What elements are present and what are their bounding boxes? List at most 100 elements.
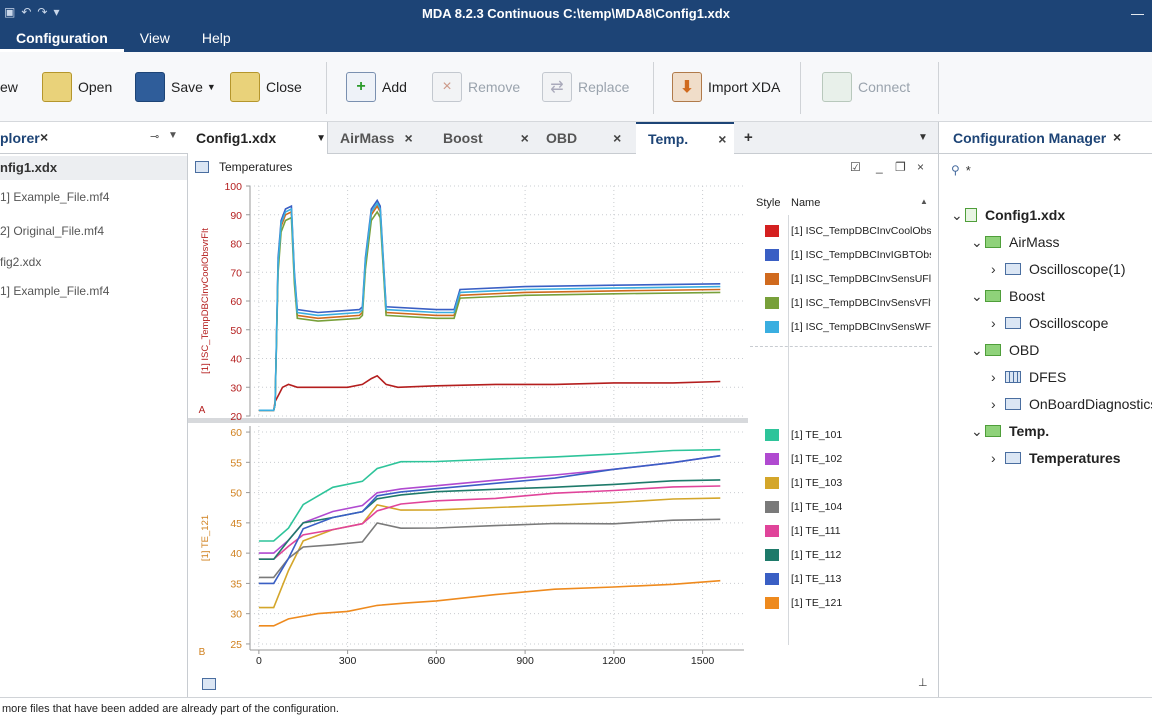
- tree-node[interactable]: ⌄ Config1.xdx: [951, 204, 1065, 226]
- close-icon[interactable]: ×: [404, 130, 413, 146]
- legend-color-swatch[interactable]: [764, 428, 780, 442]
- legend-row[interactable]: [1] TE_111: [750, 521, 932, 541]
- series-line[interactable]: [258, 454, 721, 585]
- chevron-right-icon[interactable]: ›: [991, 261, 996, 277]
- legend-row[interactable]: [1] TE_103: [750, 473, 932, 493]
- style-column-header[interactable]: Style: [756, 197, 781, 209]
- configuration-manager-tab[interactable]: Configuration Manager ×: [939, 122, 1152, 154]
- tree-node[interactable]: ⌄ Temp.: [971, 420, 1049, 442]
- legend-color-swatch[interactable]: [764, 476, 780, 490]
- explorer-item[interactable]: 1] Example_File.mf4: [0, 284, 110, 298]
- add-button[interactable]: + Add: [346, 70, 407, 104]
- tree-node[interactable]: ⌄ OBD: [971, 339, 1039, 361]
- legend-row[interactable]: [1] ISC_TempDBCInvSensUFlt: [750, 269, 932, 289]
- chevron-down-icon[interactable]: ⌄: [971, 422, 983, 439]
- series-line[interactable]: [258, 204, 721, 412]
- series-line[interactable]: [258, 374, 721, 412]
- close-config-button[interactable]: Close: [230, 70, 302, 104]
- series-line[interactable]: [258, 497, 721, 609]
- tree-node[interactable]: ⌄ AirMass: [971, 231, 1060, 253]
- tab-obd[interactable]: OBD ×: [546, 122, 621, 154]
- chevron-down-icon[interactable]: ⌄: [971, 233, 983, 250]
- close-icon[interactable]: ×: [613, 130, 622, 146]
- series-line[interactable]: [258, 479, 721, 561]
- pin-icon[interactable]: ⊥: [918, 677, 928, 689]
- close-icon[interactable]: ×: [40, 129, 49, 145]
- chevron-down-icon[interactable]: ⌄: [971, 287, 983, 304]
- tab-airmass[interactable]: AirMass ×: [340, 122, 413, 154]
- temperature-chart[interactable]: 20 30 40 50 60 70 80 90 100 [1] ISC_TempDBCInvCoo…: [188, 180, 748, 670]
- minimize-icon[interactable]: —: [1131, 6, 1144, 21]
- undo-icon[interactable]: ↶: [21, 5, 32, 19]
- close-icon[interactable]: ×: [917, 160, 925, 174]
- explorer-item[interactable]: nfig1.xdx: [0, 156, 187, 180]
- chevron-down-icon[interactable]: ▼: [316, 132, 327, 144]
- series-line[interactable]: [258, 454, 721, 554]
- tree-node[interactable]: › Temperatures: [991, 447, 1121, 469]
- remove-button[interactable]: × Remove: [432, 70, 520, 104]
- chevron-down-icon[interactable]: ⌄: [951, 206, 963, 223]
- tab-temp[interactable]: Temp. ×: [636, 122, 734, 154]
- minimize-icon[interactable]: _: [876, 160, 883, 174]
- close-icon[interactable]: ×: [1113, 129, 1122, 145]
- legend-color-swatch[interactable]: [764, 272, 780, 286]
- open-button[interactable]: Open: [42, 70, 112, 104]
- menu-configuration[interactable]: Configuration: [0, 27, 124, 52]
- legend-color-swatch[interactable]: [764, 572, 780, 586]
- menu-help[interactable]: Help: [201, 30, 231, 46]
- tab-boost[interactable]: Boost ×: [443, 122, 529, 154]
- legend-row[interactable]: [1] TE_104: [750, 497, 932, 517]
- legend-color-swatch[interactable]: [764, 500, 780, 514]
- series-line[interactable]: [258, 198, 721, 412]
- tree-node[interactable]: ⌄ Boost: [971, 285, 1045, 307]
- explorer-item[interactable]: fig2.xdx: [0, 255, 42, 269]
- connect-button[interactable]: Connect: [822, 70, 910, 104]
- close-icon[interactable]: ×: [520, 130, 529, 146]
- menu-view[interactable]: View: [139, 30, 170, 46]
- legend-color-swatch[interactable]: [764, 452, 780, 466]
- import-xda-button[interactable]: ⬇ Import XDA: [672, 70, 780, 104]
- chevron-right-icon[interactable]: ›: [991, 315, 996, 331]
- legend-row[interactable]: [1] ISC_TempDBCInvSensVFlt: [750, 293, 932, 313]
- add-tab-icon[interactable]: +: [744, 129, 753, 146]
- redo-icon[interactable]: ↷: [37, 5, 48, 19]
- plot-separator[interactable]: [188, 418, 748, 423]
- legend-row[interactable]: [1] TE_113: [750, 569, 932, 589]
- legend-row[interactable]: [1] TE_101: [750, 425, 932, 445]
- chevron-right-icon[interactable]: ›: [991, 369, 996, 385]
- series-line[interactable]: [258, 201, 721, 412]
- legend-color-swatch[interactable]: [764, 296, 780, 310]
- legend-row[interactable]: [1] TE_102: [750, 449, 932, 469]
- tree-node[interactable]: › Oscilloscope(1): [991, 258, 1125, 280]
- legend-color-swatch[interactable]: [764, 524, 780, 538]
- tree-node[interactable]: › OnBoardDiagnostics: [991, 393, 1152, 415]
- legend-color-swatch[interactable]: [764, 548, 780, 562]
- chevron-down-icon[interactable]: ▼: [918, 132, 928, 143]
- chevron-right-icon[interactable]: ›: [991, 396, 996, 412]
- explorer-tab[interactable]: plorer × ⊸ ▼: [0, 122, 188, 154]
- legend-row[interactable]: [1] ISC_TempDBCInvSensWFlt: [750, 317, 932, 337]
- series-line[interactable]: [258, 579, 721, 627]
- chevron-down-icon[interactable]: ▼: [168, 130, 178, 141]
- save-button[interactable]: Save ▼: [135, 70, 216, 104]
- tree-node[interactable]: › Oscilloscope: [991, 312, 1108, 334]
- legend-row[interactable]: [1] TE_121: [750, 593, 932, 613]
- series-line[interactable]: [258, 448, 721, 542]
- chevron-down-icon[interactable]: ▼: [206, 82, 216, 92]
- close-icon[interactable]: ×: [718, 131, 727, 147]
- legend-row[interactable]: [1] ISC_TempDBCInvCoolObsvrFlt: [750, 221, 932, 241]
- legend-color-swatch[interactable]: [764, 596, 780, 610]
- tree-search[interactable]: ⚲ *: [939, 158, 1152, 182]
- chevron-right-icon[interactable]: ›: [991, 450, 996, 466]
- search-input[interactable]: *: [965, 162, 971, 178]
- new-button[interactable]: ew: [0, 70, 18, 104]
- checklist-icon[interactable]: ☑: [850, 160, 861, 174]
- tab-config1[interactable]: Config1.xdx ▼: [188, 122, 328, 154]
- chevron-down-icon[interactable]: ⌄: [971, 341, 983, 358]
- legend-row[interactable]: [1] ISC_TempDBCInvIGBTObsvrFlt: [750, 245, 932, 265]
- legend-color-swatch[interactable]: [764, 320, 780, 334]
- legend-row[interactable]: [1] TE_112: [750, 545, 932, 565]
- tree-node[interactable]: › DFES: [991, 366, 1066, 388]
- name-column-header[interactable]: Name: [791, 197, 821, 209]
- replace-button[interactable]: ⇄ Replace: [542, 70, 629, 104]
